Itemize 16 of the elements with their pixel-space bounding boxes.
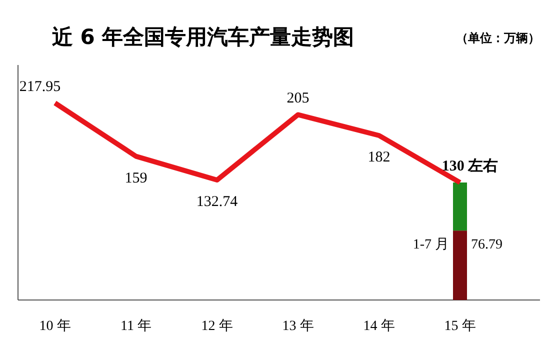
x-tick-label: 13 年 [282,318,314,334]
x-tick-label: 11 年 [120,318,152,334]
data-label: 217.95 [19,79,61,96]
data-label: 182 [368,150,390,166]
annotation: 76.79 [471,238,502,253]
data-label: 132.74 [196,194,238,210]
chart-subtitle: （单位：万辆） [456,31,540,45]
data-label: 205 [286,90,310,107]
x-tick-label: 15 年 [444,318,476,334]
chart-title: 近 6 年全国专用汽车产量走势图 [51,25,354,49]
x-tick-label: 10 年 [39,318,71,334]
x-tick-label: 12 年 [201,318,233,334]
annotation: 1-7 月 [412,238,449,253]
data-label: 130 左右 [442,158,498,174]
x-tick-label: 14 年 [363,318,395,334]
data-label: 159 [124,170,148,186]
